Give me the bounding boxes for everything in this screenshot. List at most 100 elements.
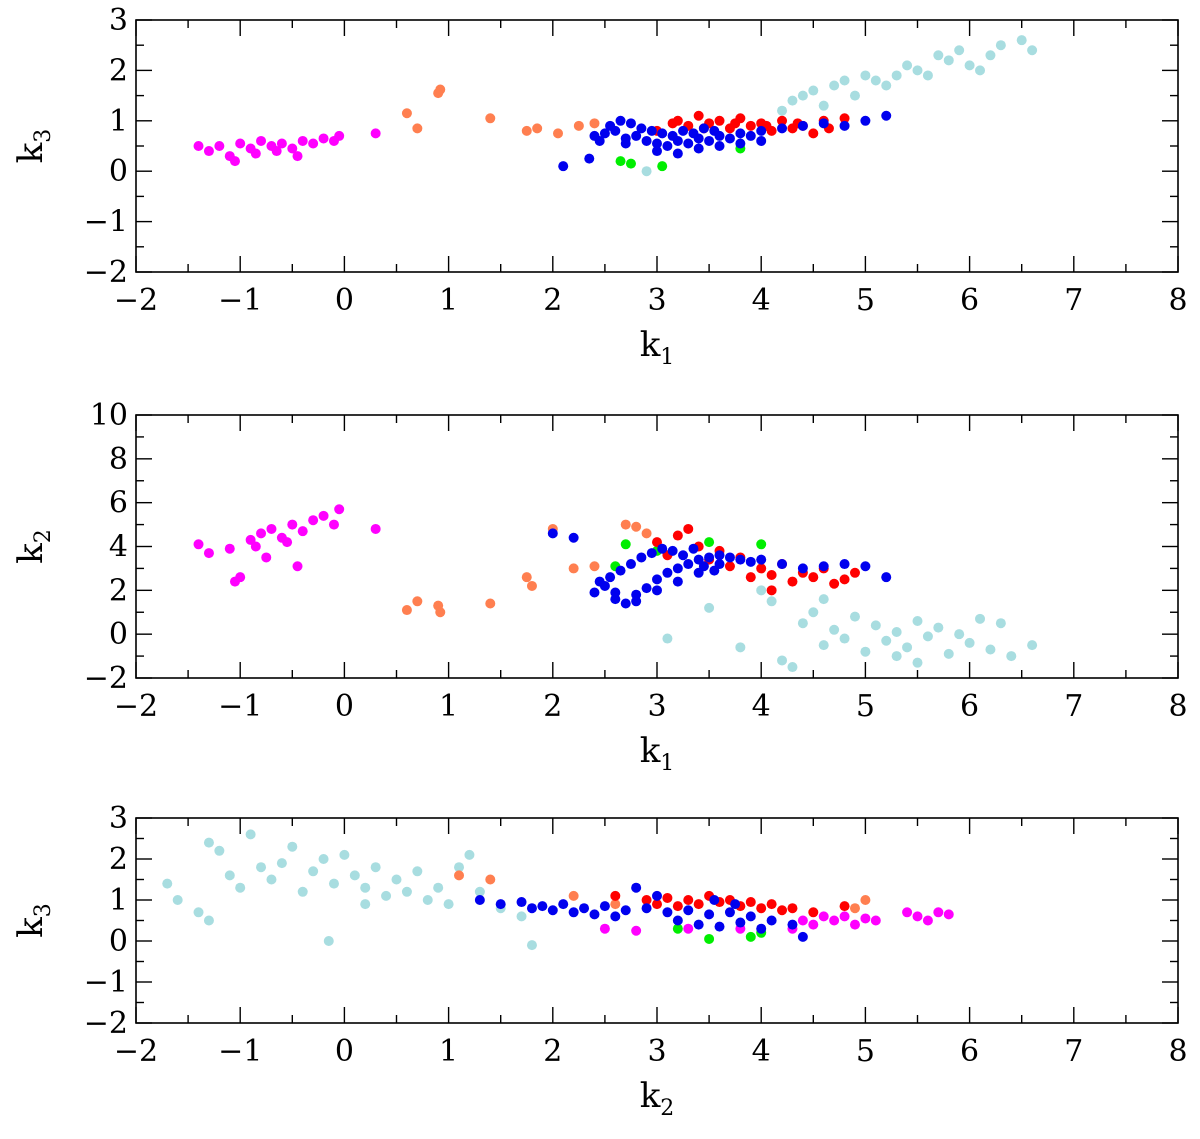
series-2 xyxy=(454,870,871,914)
data-point xyxy=(558,899,569,910)
data-point xyxy=(579,903,590,914)
data-point xyxy=(229,156,240,167)
data-point xyxy=(276,138,287,149)
data-point xyxy=(620,519,631,530)
data-point xyxy=(787,95,798,106)
data-point xyxy=(881,80,892,91)
data-point xyxy=(620,539,631,550)
data-point xyxy=(620,905,631,916)
data-point xyxy=(282,537,293,548)
data-point xyxy=(714,559,725,570)
data-point xyxy=(735,554,746,565)
data-point xyxy=(615,565,626,576)
data-point xyxy=(485,874,496,885)
series-0 xyxy=(641,35,1038,177)
data-point xyxy=(568,890,579,901)
y-tick-label: −1 xyxy=(84,965,128,1000)
data-point xyxy=(808,85,819,96)
data-point xyxy=(797,90,808,101)
data-point xyxy=(589,909,600,920)
data-point xyxy=(435,84,446,95)
data-point xyxy=(203,837,214,848)
series-1 xyxy=(193,504,381,587)
y-tick-label: 1 xyxy=(109,883,128,918)
data-point xyxy=(631,882,642,893)
data-point xyxy=(641,166,652,177)
data-point xyxy=(839,559,850,570)
data-point xyxy=(532,123,543,134)
x-tick-label: −1 xyxy=(218,283,262,318)
data-point xyxy=(683,523,694,534)
data-point xyxy=(636,123,647,134)
x-tick-label: 1 xyxy=(439,283,458,318)
data-point xyxy=(625,118,636,129)
data-point xyxy=(636,552,647,563)
data-point xyxy=(730,899,741,910)
data-point xyxy=(756,125,767,136)
data-point xyxy=(256,135,267,146)
data-point xyxy=(334,130,345,141)
data-point xyxy=(964,60,975,71)
x-tick-label: 7 xyxy=(1064,283,1083,318)
data-point xyxy=(657,161,668,172)
data-point xyxy=(474,895,485,905)
data-point xyxy=(891,70,902,81)
data-point xyxy=(829,624,840,635)
data-point xyxy=(256,528,267,539)
data-point xyxy=(860,913,871,924)
data-point xyxy=(641,895,652,905)
data-point xyxy=(922,70,933,81)
data-point xyxy=(766,596,777,607)
data-point xyxy=(297,886,308,897)
data-point xyxy=(631,925,642,936)
data-point xyxy=(839,75,850,86)
data-point xyxy=(615,156,626,167)
data-point xyxy=(631,596,642,607)
data-point xyxy=(360,882,371,893)
data-point xyxy=(766,899,777,910)
data-point xyxy=(849,919,860,930)
data-point xyxy=(1006,651,1017,662)
data-point xyxy=(688,128,699,139)
data-point xyxy=(631,130,642,141)
data-point xyxy=(829,80,840,91)
y-tick-label: −2 xyxy=(84,1006,128,1041)
data-point xyxy=(292,151,303,162)
data-point xyxy=(818,100,829,111)
y-axis-label: k3 xyxy=(11,903,56,938)
x-axis-label: k1 xyxy=(640,731,675,776)
data-point xyxy=(745,911,756,922)
data-point xyxy=(902,642,913,653)
x-tick-label: 3 xyxy=(647,283,666,318)
panel-k1-k2: −2 −1 0 1 2 3 4 5 6 7 8 −2 0 2 4 6 8 10 k1 k2 xyxy=(11,398,1188,776)
data-point xyxy=(818,561,829,572)
data-point xyxy=(646,548,657,559)
data-point xyxy=(777,905,788,916)
data-point xyxy=(808,128,819,139)
data-point xyxy=(271,146,282,157)
x-tick-label: −2 xyxy=(114,283,158,318)
data-point xyxy=(667,118,678,129)
data-point xyxy=(777,115,788,126)
data-point xyxy=(203,915,214,926)
data-point xyxy=(995,618,1006,629)
data-point xyxy=(308,515,319,526)
data-point xyxy=(693,567,704,578)
data-point xyxy=(292,561,303,572)
data-point xyxy=(714,550,725,561)
y-tick-label: 3 xyxy=(109,801,128,836)
data-point xyxy=(808,572,819,583)
data-point xyxy=(849,90,860,101)
panel-k2-k3: −2 −1 0 1 2 3 4 5 6 7 8 −2 −1 0 1 2 3 k2 k3 xyxy=(11,801,1188,1121)
y-tick-label: 2 xyxy=(109,53,128,88)
data-point xyxy=(985,50,996,61)
x-tick-label: 0 xyxy=(335,689,354,724)
data-point xyxy=(537,901,548,912)
data-point xyxy=(829,578,840,589)
data-point xyxy=(704,602,715,613)
data-point xyxy=(745,120,756,131)
data-point xyxy=(203,548,214,559)
data-point xyxy=(203,146,214,157)
data-point xyxy=(641,903,652,914)
data-point xyxy=(401,108,412,119)
